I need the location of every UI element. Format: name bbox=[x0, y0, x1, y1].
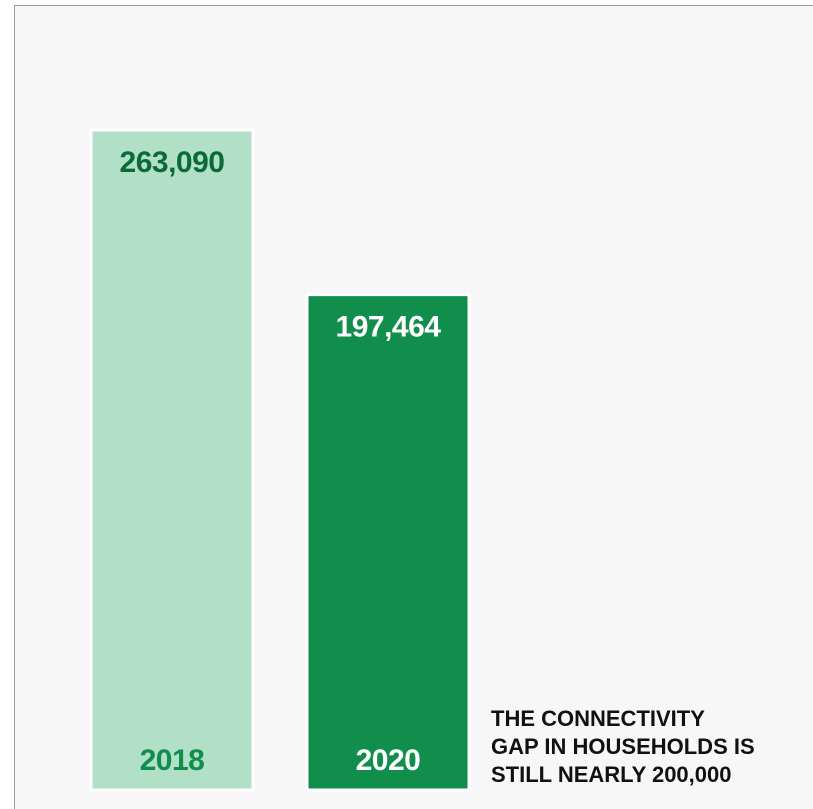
bar-2018 bbox=[89, 128, 255, 792]
caption-line-1: THE CONNECTIVITY bbox=[491, 706, 705, 731]
caption-line-3: STILL NEARLY 200,000 bbox=[491, 762, 732, 787]
bar-chart: 263,090 2018 197,464 2020 bbox=[89, 128, 471, 792]
value-label-2020: 197,464 bbox=[336, 311, 442, 344]
chart-caption: THE CONNECTIVITY GAP IN HOUSEHOLDS IS ST… bbox=[491, 705, 811, 789]
caption-line-2: GAP IN HOUSEHOLDS IS bbox=[491, 734, 755, 759]
value-label-2018: 263,090 bbox=[120, 146, 225, 179]
chart-frame: 263,090 2018 197,464 2020 THE CONNECTIVITY … bbox=[14, 5, 813, 809]
bar-2020 bbox=[305, 293, 471, 792]
category-label-2018: 2018 bbox=[140, 744, 205, 777]
category-label-2020: 2020 bbox=[356, 744, 421, 777]
